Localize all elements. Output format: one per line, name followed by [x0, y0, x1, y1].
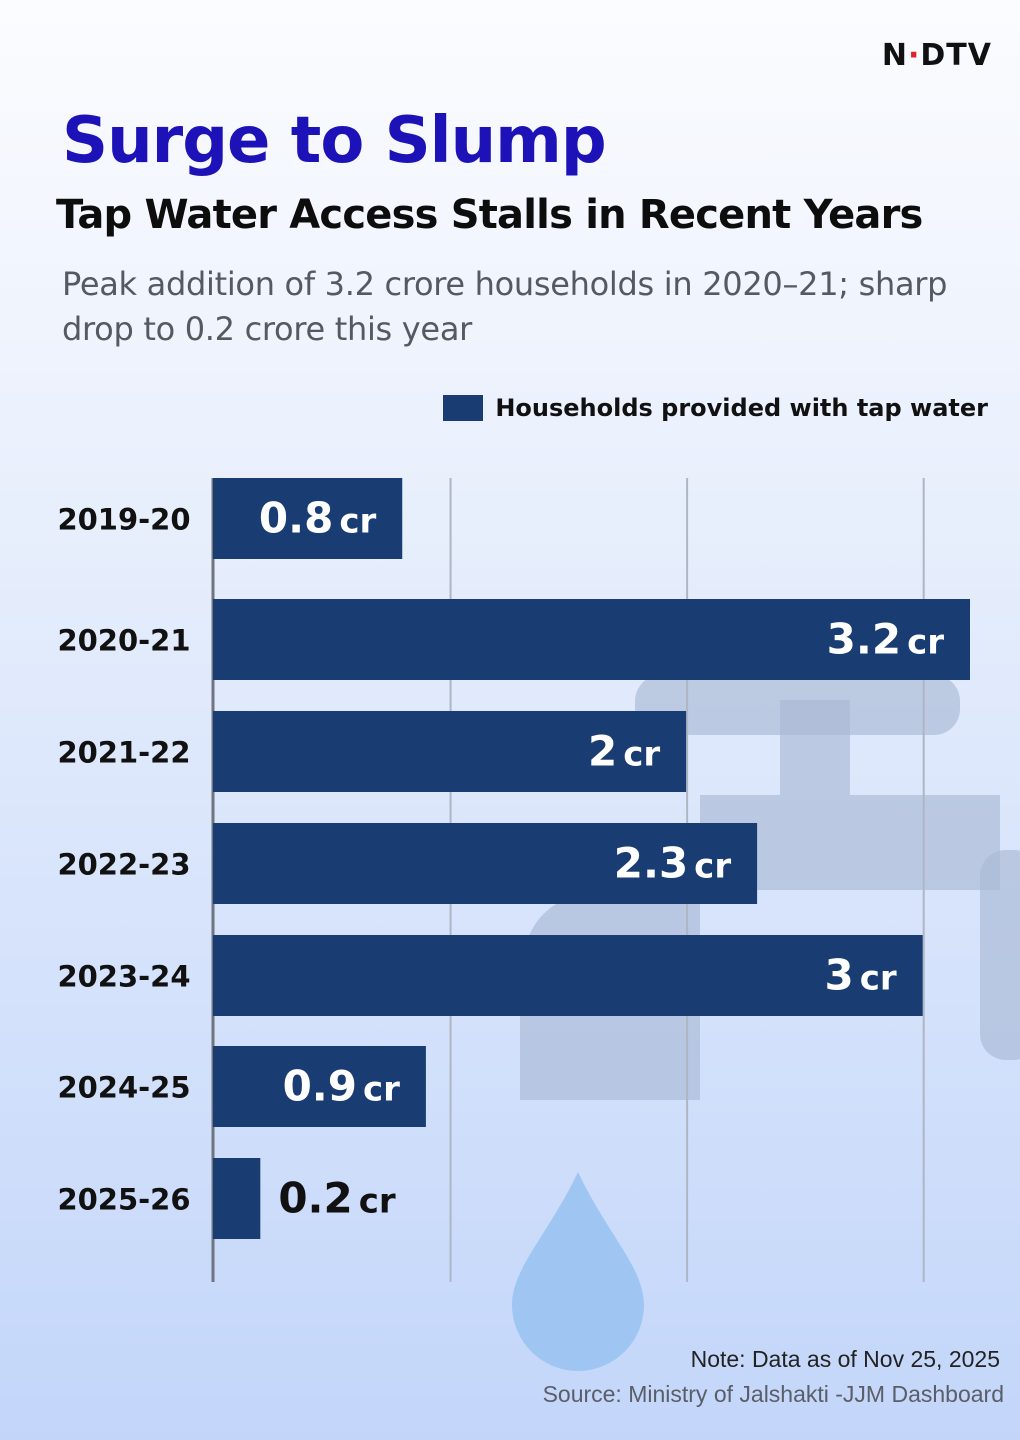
- legend-label: Households provided with tap water: [495, 394, 988, 422]
- category-label: 2025-26: [57, 1183, 190, 1217]
- category-label: 2023-24: [57, 960, 190, 994]
- faucet-handle: [635, 675, 960, 735]
- footer-note: Note: Data as of Nov 25, 2025: [690, 1346, 1000, 1372]
- legend-swatch: [443, 395, 484, 421]
- category-label: 2024-25: [57, 1071, 190, 1105]
- data-label: 2 cr: [588, 727, 660, 776]
- bar: [213, 711, 687, 792]
- ndtv-logo: N·DTV: [881, 38, 992, 73]
- data-label: 0.2 cr: [278, 1174, 396, 1223]
- data-label: 0.8 cr: [259, 494, 377, 543]
- data-label: 0.9 cr: [283, 1062, 401, 1111]
- footer-source: Source: Ministry of Jalshakti -JJM Dashb…: [542, 1381, 1004, 1407]
- category-label: 2020-21: [57, 624, 190, 658]
- category-label: 2022-23: [57, 848, 190, 882]
- bar: [213, 478, 403, 559]
- page-subtitle: Tap Water Access Stalls in Recent Years: [56, 192, 923, 238]
- data-label: 3 cr: [825, 951, 897, 1000]
- bar: [213, 823, 758, 904]
- bar: [213, 935, 923, 1016]
- category-label: 2019-20: [57, 503, 190, 537]
- water-drop-icon: [512, 1172, 644, 1371]
- page-title: Surge to Slump: [62, 104, 607, 178]
- faucet-pipe: [980, 850, 1020, 1060]
- chart-bars: 2019-20 0.8 cr 2020-21 3.2 cr 2021-22 2 cr 2022-2…: [57, 478, 970, 1239]
- chart-description: Peak addition of 3.2 crore households in…: [62, 265, 948, 348]
- category-label: 2021-22: [57, 736, 190, 770]
- data-label: 3.2 cr: [827, 615, 945, 664]
- chart-legend: Households provided with tap water: [443, 394, 988, 422]
- data-label: 2.3 cr: [614, 839, 732, 888]
- bar: [213, 1158, 261, 1239]
- bar: [213, 599, 970, 680]
- bar: [213, 1046, 426, 1127]
